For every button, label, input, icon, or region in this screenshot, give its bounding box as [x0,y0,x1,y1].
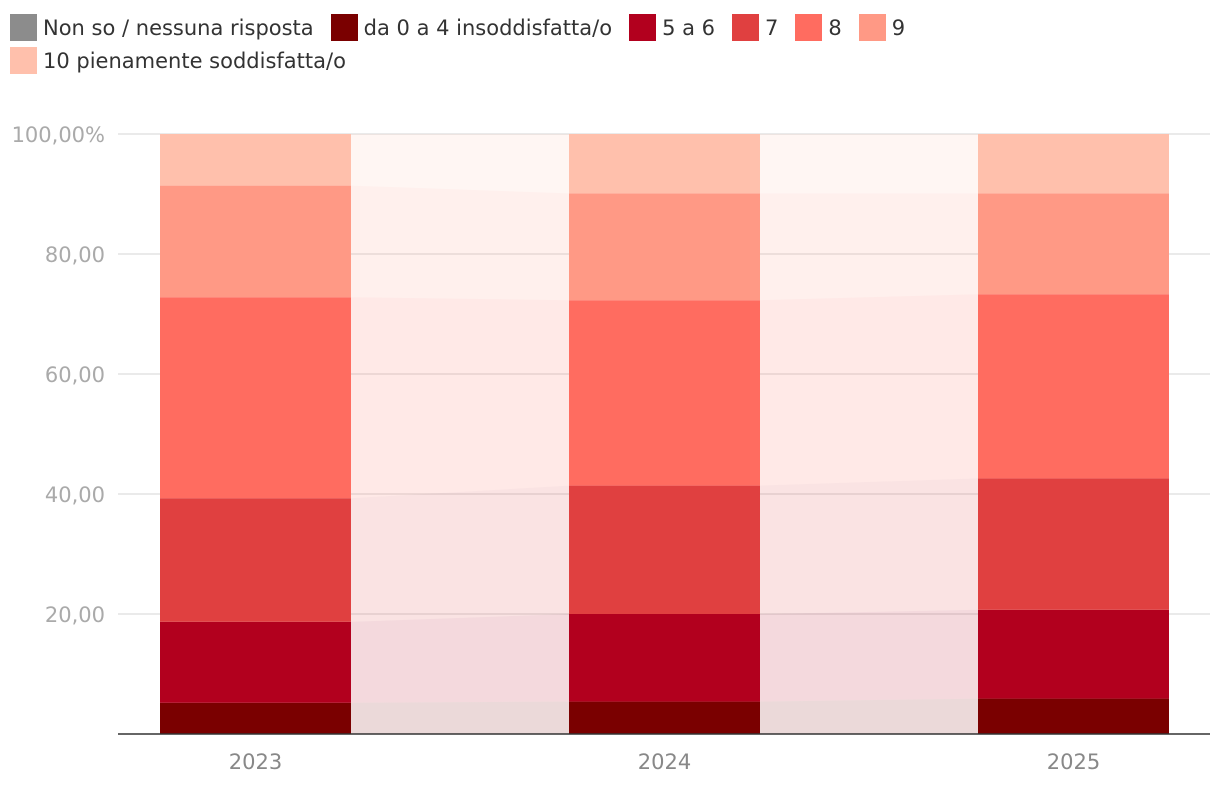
connector-band [760,478,978,614]
y-tick-label: 20,00 [45,603,105,627]
legend-item: 10 pienamente soddisfatta/o [10,45,346,78]
y-tick-label: 60,00 [45,363,105,387]
legend-swatch [629,14,657,41]
connector-band [351,134,569,194]
legend-swatch [858,14,886,41]
bar-segment [978,698,1169,734]
legend-item: 8 [795,12,842,45]
connector-band [351,297,569,499]
connector-band [351,185,569,301]
bar-segment [978,193,1169,295]
bar-segment [569,614,760,702]
bar-segment [569,134,760,194]
connector-band [760,193,978,301]
legend-swatch [732,14,760,41]
bar-segment [569,701,760,734]
legend-label: 7 [765,16,779,40]
bar-segment [569,193,760,301]
legend-label: 10 pienamente soddisfatta/o [43,49,346,73]
legend-label: 9 [891,16,906,40]
legend-item: da 0 a 4 insoddisfatta/o [330,12,613,45]
legend-item: 9 [858,12,906,45]
chart-legend: Non so / nessuna risposta da 0 a 4 insodd… [10,12,1210,78]
legend-swatch [10,14,37,41]
legend-swatch [10,47,37,74]
connector-band [351,485,569,622]
legend-label: Non so / nessuna risposta [43,16,314,40]
x-tick-label: 2025 [1047,750,1100,774]
connector-layer [351,134,978,734]
bar-segment [978,609,1169,699]
legend-item: Non so / nessuna risposta [10,12,314,45]
legend-item: 7 [732,12,778,45]
connector-band [760,294,978,486]
bar-segment [978,134,1169,194]
bar-segment [160,702,351,734]
legend-item: 5 a 6 [629,12,715,45]
y-tick-label: 80,00 [45,243,105,267]
y-tick-label: 40,00 [45,483,105,507]
bar-layer [160,134,1169,734]
bar-segment [160,621,351,703]
bar-segment [978,478,1169,610]
connector-band [760,609,978,702]
bar-segment [978,294,1169,479]
bar-segment [160,498,351,622]
legend-swatch [795,14,823,41]
connector-band [760,698,978,734]
y-tick-label: 100,00% [12,123,105,147]
label-layer: 20,00 40,00 60,00 80,00 100,00% 2023 2024 2025 [12,123,1210,774]
bar-segment [160,297,351,499]
x-tick-label: 2023 [229,750,282,774]
connector-band [351,614,569,703]
bar-segment [569,300,760,486]
legend-label: 8 [828,16,842,40]
connector-band [351,701,569,734]
x-tick-label: 2024 [638,750,691,774]
legend-swatch [330,14,358,41]
bar-segment [160,185,351,298]
bar-segment [160,134,351,186]
legend-label: 5 a 6 [662,16,716,40]
legend-label: da 0 a 4 insoddisfatta/o [363,16,613,40]
connector-band [760,134,978,194]
bar-segment [569,485,760,614]
